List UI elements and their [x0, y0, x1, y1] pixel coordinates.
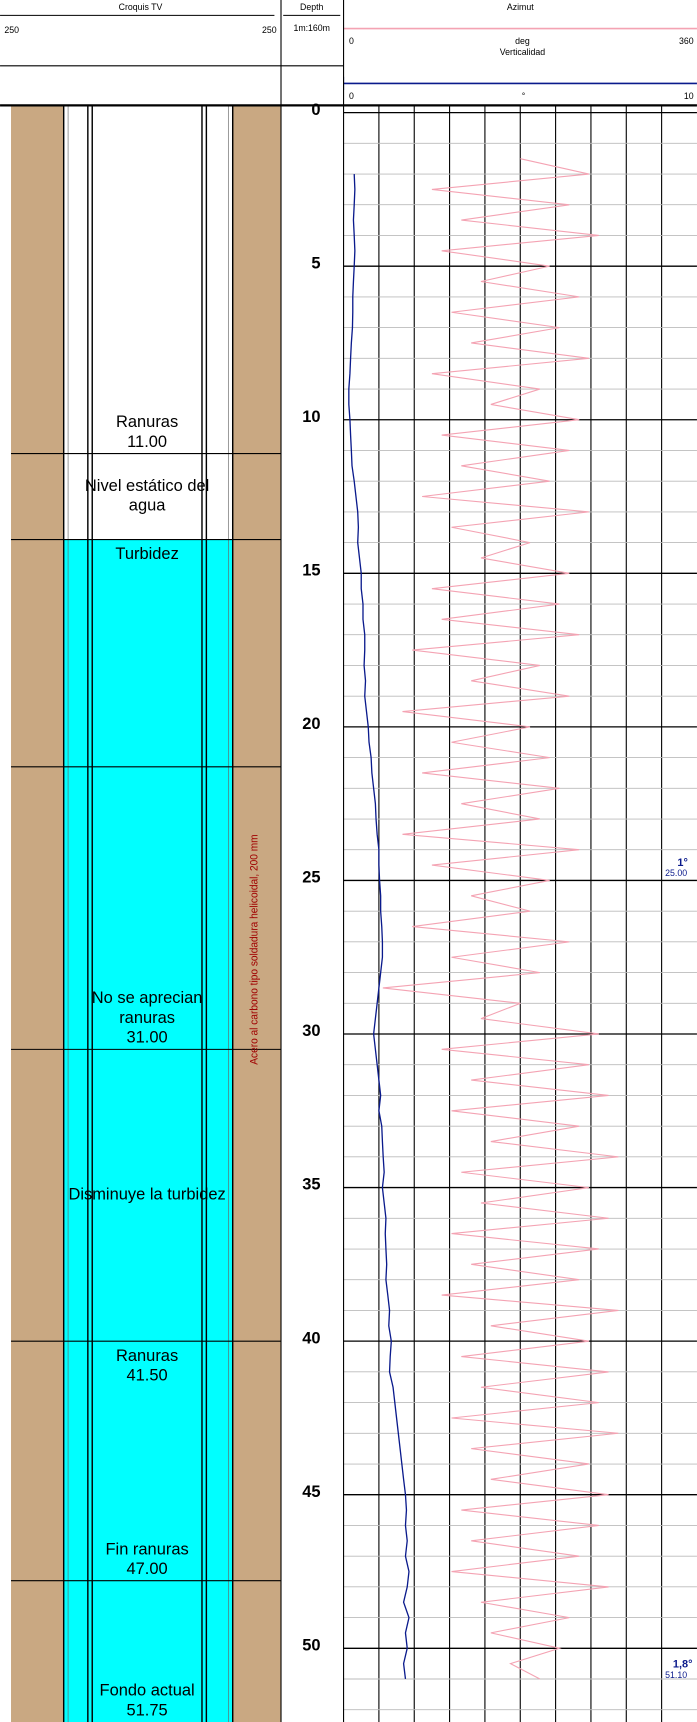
depth-label: 20	[302, 715, 320, 733]
interval-label: Ranuras	[116, 413, 178, 431]
depth-label: 50	[302, 1636, 320, 1654]
interval-label: ranuras	[119, 1009, 175, 1027]
interval-label: Fin ranuras	[105, 1540, 188, 1558]
interval-label: Fondo actual	[100, 1682, 195, 1700]
interval-label: 31.00	[127, 1029, 168, 1047]
azimuth-unit: deg	[515, 36, 530, 46]
depth-label: 10	[302, 408, 320, 426]
depth-label: 45	[302, 1483, 320, 1501]
plot-area	[343, 106, 697, 1722]
curve-verticality	[348, 174, 410, 1680]
interval-label: Disminuye la turbidez	[68, 1186, 225, 1204]
azimuth-tick-label: 360	[679, 36, 694, 46]
croquis-left-label: 250	[4, 25, 19, 35]
verticality-tick-label: 0	[349, 91, 354, 101]
depth-label: 0	[311, 101, 320, 119]
interval-label: 11.00	[127, 433, 167, 451]
interval-label: 51.75	[127, 1701, 168, 1719]
annotation: 1,8°	[673, 1658, 693, 1670]
casing-note: Acero al carbono tipo soldadura helicoid…	[249, 834, 261, 1064]
annotation-depth: 51.10	[665, 1670, 687, 1680]
azimuth-title: Azimut	[507, 2, 534, 12]
annotation: 1°	[677, 857, 688, 869]
log-track: 0 5 10 15 20 25 30 35 40 45 50 1°25.00 1,8°51.10	[302, 101, 697, 1722]
depth-label: 5	[311, 254, 320, 272]
croquis-right-label: 250	[262, 25, 277, 35]
croquis-title: Croquis TV	[119, 2, 163, 12]
depth-label: 40	[302, 1329, 320, 1347]
verticality-unit: °	[522, 91, 526, 101]
interval-label: Nivel estático del	[85, 477, 209, 495]
interval-label: Turbidez	[115, 545, 178, 563]
interval-label: No se aprecian	[92, 989, 203, 1007]
interval-label: agua	[129, 497, 166, 515]
depth-scale: 1m:160m	[293, 23, 330, 33]
croquis-track: Ranuras 11.00 Nivel estático del agua Turbid…	[11, 106, 282, 1722]
interval-label: Ranuras	[116, 1347, 178, 1365]
curve-azimuth	[382, 158, 619, 1680]
depth-label: 35	[302, 1176, 320, 1194]
verticality-tick-label: 10	[684, 91, 694, 101]
depth-label: 25	[302, 869, 320, 887]
azimuth-tick-label: 0	[349, 36, 354, 46]
interval-label: 41.50	[127, 1367, 168, 1385]
interval-label: 47.00	[127, 1560, 168, 1578]
annotation-depth: 25.00	[665, 868, 687, 878]
verticality-title: Verticalidad	[500, 47, 545, 57]
depth-title: Depth	[300, 2, 324, 12]
depth-label: 30	[302, 1022, 320, 1040]
formation-left	[11, 106, 64, 1722]
depth-label: 15	[302, 561, 320, 579]
formation-right	[232, 106, 282, 1722]
